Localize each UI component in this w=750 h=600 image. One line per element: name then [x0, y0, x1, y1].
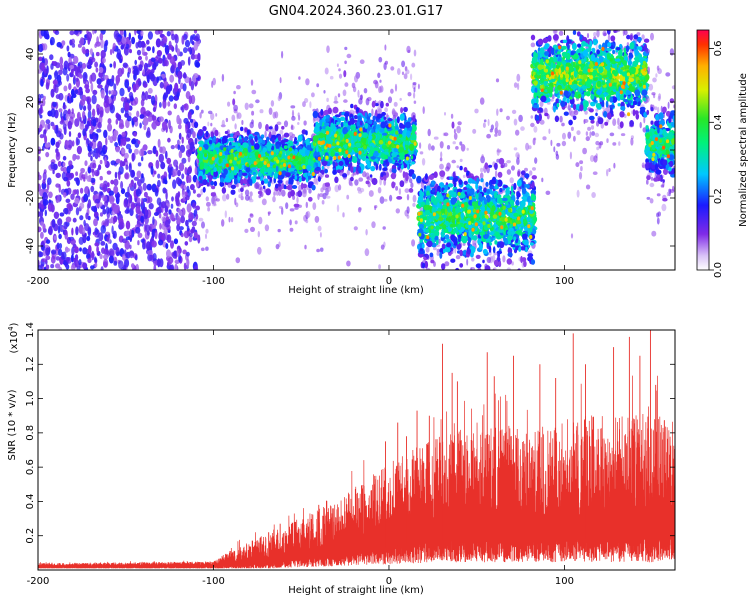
y-tick-label: 0.8: [25, 425, 36, 441]
y-tick-label: 0.6: [25, 459, 36, 475]
snr-y-axis-label: SNR (10 * v/v): [7, 389, 18, 460]
x-tick-label: -200: [27, 576, 50, 587]
colorbar-label: Normalized spectral amplitude: [738, 73, 749, 227]
snr-peaks: [279, 330, 657, 563]
snr-x-ticks: -200 -100 0 100: [27, 330, 574, 587]
colorbar: 0.0 0.2 0.4 0.6 Normalized spectral amplitu…: [696, 29, 749, 278]
y-tick-label: 0.4: [25, 493, 36, 509]
y-tick-label: -40: [25, 238, 36, 254]
spectrogram-x-axis-label: Height of straight line (km): [288, 285, 424, 296]
snr-y-multiplier: (x104): [7, 322, 20, 353]
colorbar-tick-label: 0.6: [713, 41, 724, 57]
chart-title: GN04.2024.360.23.01.G17: [269, 4, 444, 19]
y-tick-label: 1.2: [25, 356, 36, 372]
x-tick-label: 0: [386, 276, 392, 287]
snr-panel: -200 -100 0 100 0.2 0.4 0.6 0.8 1.0 1.2 1.4 Heigh…: [7, 322, 676, 596]
y-tick-label: 1.0: [25, 391, 36, 407]
y-tick-label: 40: [25, 48, 36, 61]
colorbar-gradient: [696, 29, 710, 271]
colorbar-tick-label: 0.4: [713, 114, 724, 130]
colorbar-ticks: 0.0 0.2 0.4 0.6: [709, 41, 724, 278]
y-tick-label: 20: [25, 96, 36, 109]
y-tick-label: 0.2: [25, 528, 36, 544]
x-tick-label: 100: [555, 276, 574, 287]
x-tick-label: 100: [555, 576, 574, 587]
x-tick-label: -100: [202, 276, 225, 287]
y-tick-label: 0: [25, 147, 36, 153]
colorbar-tick-label: 0.0: [713, 262, 724, 278]
x-tick-label: 0: [386, 576, 392, 587]
x-tick-label: -100: [202, 576, 225, 587]
snr-x-axis-label: Height of straight line (km): [288, 585, 424, 596]
colorbar-tick-label: 0.2: [713, 188, 724, 204]
x-tick-label: -200: [27, 276, 50, 287]
spectrogram-y-axis-label: Frequency (Hz): [7, 112, 18, 188]
snr-frame: [37, 329, 676, 571]
spectrogram-x-ticks: -200 -100 0 100: [27, 30, 574, 287]
snr-series-line: [38, 375, 675, 569]
spectrogram-y-ticks: -40 -20 0 20 40: [25, 48, 675, 254]
spectrogram-heatmap: [38, 30, 675, 270]
y-tick-label: 1.4: [25, 322, 36, 338]
y-tick-label: -20: [25, 190, 36, 206]
snr-y-ticks: 0.2 0.4 0.6 0.8 1.0 1.2 1.4: [25, 322, 675, 544]
